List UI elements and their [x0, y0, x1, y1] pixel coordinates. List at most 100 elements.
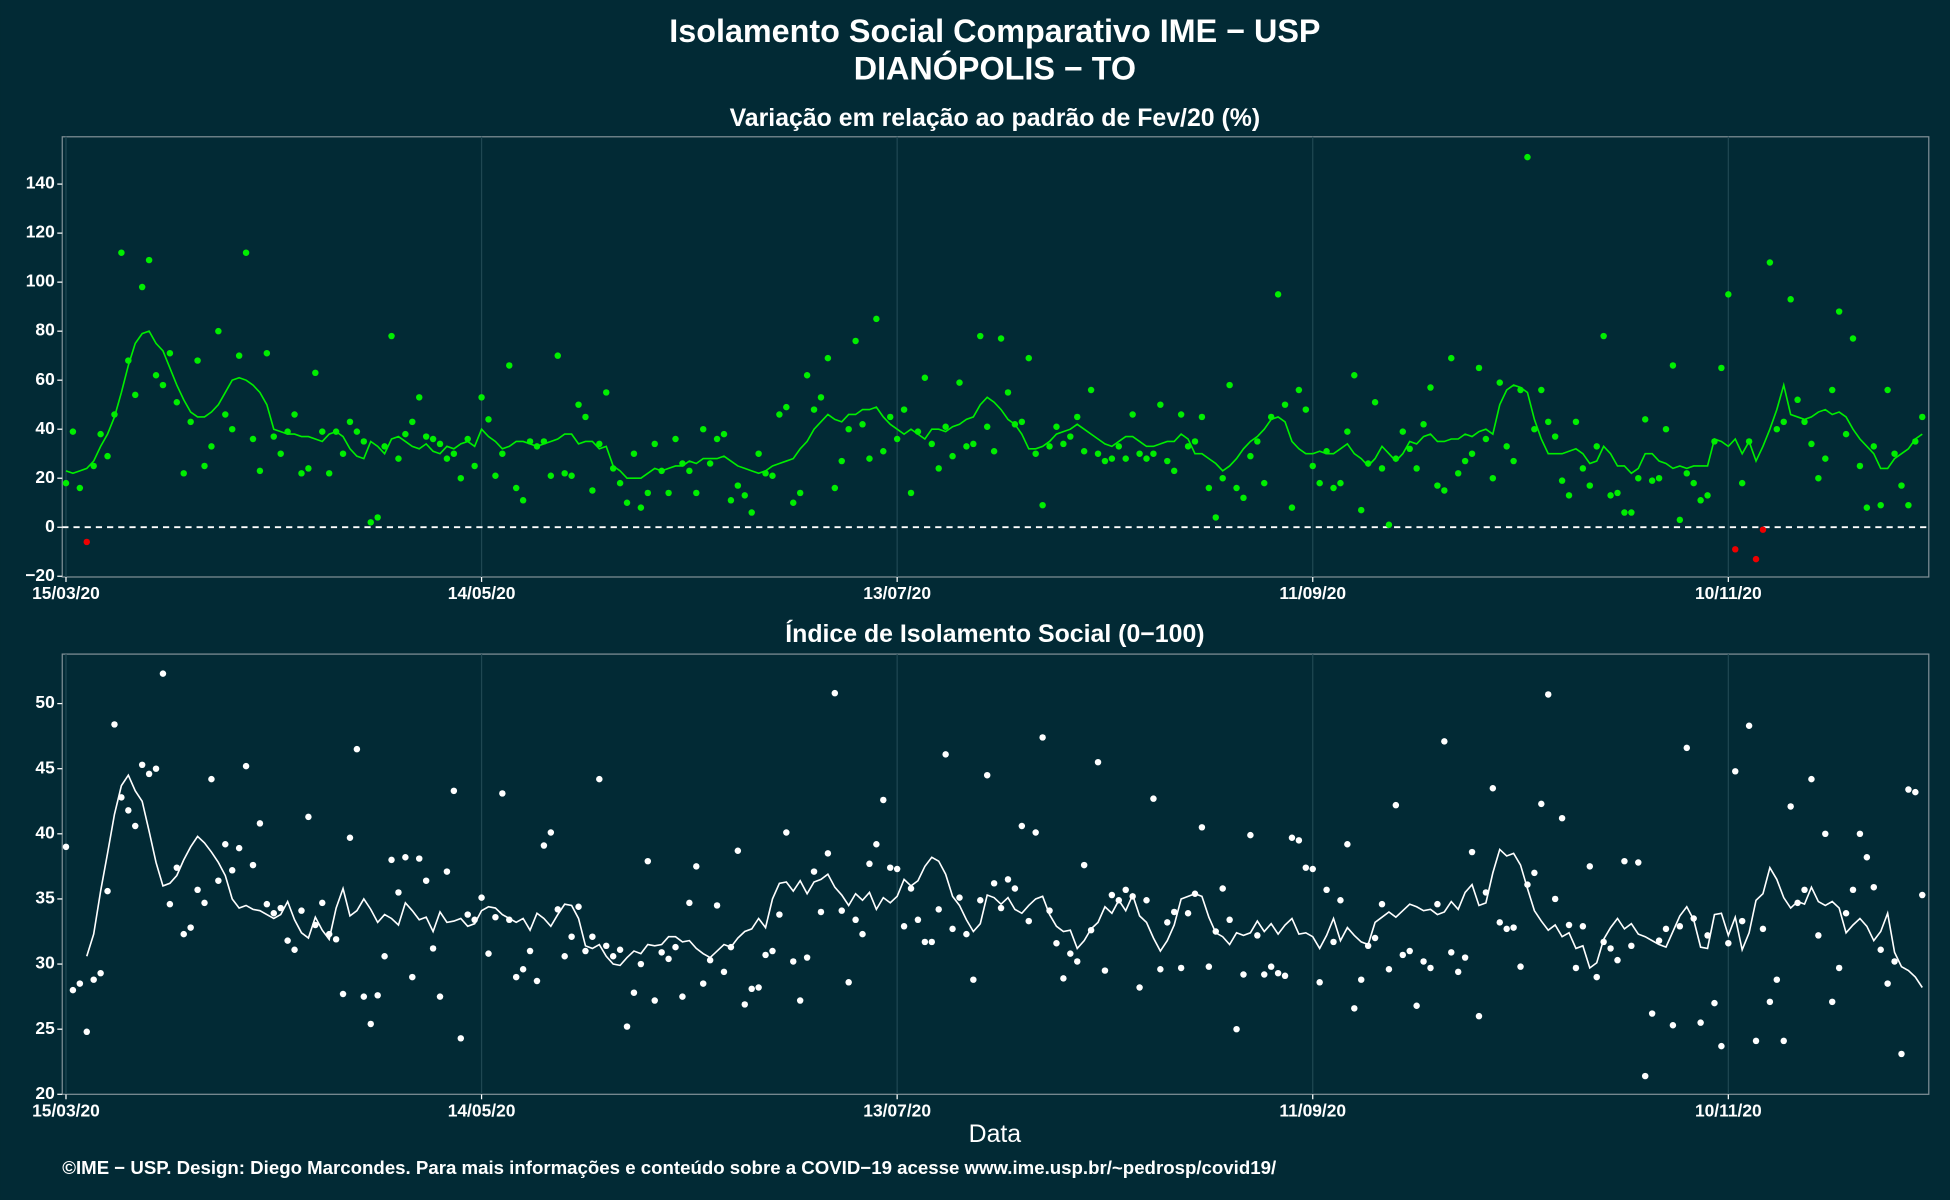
- data-point: [353, 745, 361, 753]
- data-point: [464, 435, 471, 443]
- data-point: [1641, 1072, 1649, 1080]
- data-point: [1094, 758, 1102, 766]
- data-point: [291, 411, 298, 418]
- data-point: [1635, 474, 1642, 482]
- data-point: [1579, 923, 1587, 930]
- data-point: [1080, 861, 1088, 869]
- data-point: [644, 489, 652, 497]
- data-point: [319, 428, 326, 435]
- y-tick-label: −20: [25, 565, 55, 585]
- data-point: [1316, 979, 1323, 986]
- data-point: [388, 332, 395, 340]
- data-point: [1489, 474, 1497, 482]
- data-point: [90, 976, 97, 983]
- data-point: [1274, 291, 1282, 298]
- data-point: [1891, 450, 1898, 457]
- data-point: [1108, 455, 1116, 462]
- data-point: [637, 504, 645, 511]
- panel-title: Índice de Isolamento Social (0−100): [785, 619, 1204, 648]
- data-point: [582, 947, 589, 955]
- x-tick-label: 14/05/20: [448, 1100, 516, 1120]
- data-point: [1475, 364, 1483, 372]
- data-point: [152, 372, 160, 379]
- data-point: [1808, 775, 1815, 783]
- data-point: [1074, 958, 1081, 965]
- x-tick-label: 10/11/20: [1695, 583, 1762, 603]
- data-point: [367, 1020, 374, 1028]
- data-point: [1357, 506, 1365, 514]
- data-point: [1247, 452, 1254, 460]
- data-point: [547, 829, 555, 836]
- data-point: [900, 923, 908, 930]
- data-point: [395, 455, 402, 462]
- data-point: [866, 455, 873, 462]
- data-point: [859, 421, 866, 428]
- data-point: [942, 751, 949, 758]
- data-point: [769, 472, 776, 479]
- data-point: [1538, 386, 1545, 394]
- data-point: [679, 993, 686, 1000]
- data-point: [228, 867, 236, 874]
- data-point: [305, 813, 312, 821]
- data-point: [415, 855, 423, 862]
- data-point: [1648, 477, 1656, 484]
- data-point: [603, 389, 610, 396]
- x-tick-label: 10/11/20: [1695, 1100, 1762, 1120]
- data-point: [374, 992, 381, 999]
- data-point: [1399, 951, 1407, 959]
- data-point: [1655, 474, 1663, 482]
- data-point: [1856, 830, 1864, 838]
- data-point: [1531, 425, 1538, 433]
- data-point: [1711, 999, 1718, 1007]
- data-point: [1815, 474, 1822, 482]
- data-point: [1226, 381, 1233, 389]
- data-point: [132, 391, 139, 399]
- data-point: [1448, 354, 1455, 362]
- data-point: [1593, 973, 1600, 981]
- y-tick-label: 25: [35, 1018, 55, 1038]
- data-point: [464, 911, 471, 918]
- data-point: [1884, 980, 1891, 987]
- data-point: [166, 349, 174, 357]
- data-point: [1835, 964, 1843, 972]
- data-point: [1475, 1012, 1483, 1020]
- data-point: [1136, 450, 1143, 457]
- data-point: [1468, 450, 1476, 457]
- y-tick-label: 60: [35, 369, 54, 389]
- data-point: [415, 394, 423, 401]
- data-point: [1690, 479, 1697, 487]
- x-tick-label: 14/05/20: [448, 583, 516, 603]
- data-point: [1794, 396, 1801, 404]
- data-point: [1011, 885, 1019, 892]
- data-point: [436, 440, 444, 448]
- data-point: [201, 899, 208, 907]
- data-point: [990, 880, 998, 887]
- data-point: [499, 790, 506, 797]
- data-point: [485, 416, 492, 423]
- data-point: [1184, 443, 1192, 450]
- data-point: [471, 462, 478, 470]
- data-point: [1565, 921, 1573, 929]
- data-point: [180, 930, 187, 938]
- data-point: [1233, 484, 1240, 492]
- data-point: [1863, 854, 1871, 861]
- data-point: [776, 911, 783, 918]
- data-point: [353, 428, 361, 435]
- data-point: [215, 877, 222, 884]
- data-point: [907, 885, 915, 892]
- data-point: [256, 820, 264, 827]
- data-point: [755, 984, 762, 991]
- data-point: [1683, 744, 1691, 752]
- data-point: [1600, 332, 1607, 340]
- data-point: [1295, 837, 1303, 844]
- data-point: [845, 979, 852, 986]
- data-point: [1662, 425, 1670, 433]
- data-point: [1773, 976, 1781, 983]
- data-point: [69, 986, 77, 994]
- data-point: [741, 1001, 749, 1008]
- y-tick-label: 120: [26, 222, 55, 242]
- data-point: [305, 465, 312, 472]
- data-point: [706, 956, 714, 964]
- data-point: [402, 430, 409, 438]
- data-point: [1641, 416, 1649, 423]
